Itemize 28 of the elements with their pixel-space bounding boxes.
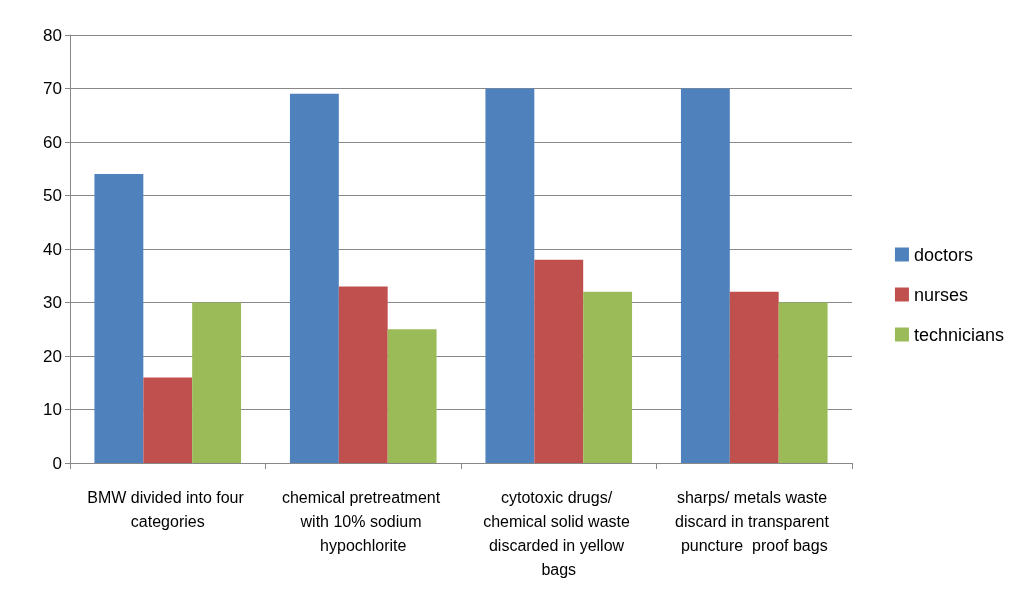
legend-label: technicians bbox=[913, 324, 1005, 345]
y-tick-label: 30 bbox=[43, 293, 62, 312]
bar bbox=[94, 174, 144, 463]
bar bbox=[680, 88, 730, 463]
y-tick-label: 80 bbox=[43, 25, 62, 45]
legend-label: doctors bbox=[913, 244, 973, 265]
y-tick-label: 40 bbox=[43, 239, 62, 259]
bar bbox=[143, 377, 193, 463]
y-tick-label: 60 bbox=[43, 132, 62, 152]
y-tick-label: 70 bbox=[43, 79, 62, 98]
x-tick-label: chemical pretreatment with 10% sodium hypochlorite bbox=[281, 488, 445, 554]
x-tick-label: BMW divided into four categories bbox=[87, 488, 249, 530]
x-tick-label: sharps/ metals waste discard in transparent puncture proof bags bbox=[675, 488, 834, 554]
y-tick-label: 20 bbox=[43, 346, 62, 366]
legend-label: nurses bbox=[913, 284, 968, 305]
bar bbox=[778, 302, 828, 463]
bar bbox=[289, 93, 339, 463]
y-tick-label: 50 bbox=[43, 186, 62, 205]
y-tick-label: 0 bbox=[52, 453, 62, 473]
y-tick-label: 10 bbox=[43, 400, 62, 419]
bar bbox=[534, 259, 584, 463]
bar bbox=[338, 286, 388, 463]
bar bbox=[583, 291, 633, 463]
bar bbox=[387, 329, 437, 463]
bar bbox=[729, 291, 779, 463]
bar bbox=[192, 302, 242, 463]
bar bbox=[485, 88, 535, 463]
x-tick-label: cytotoxic drugs/ chemical solid waste discarded in yellow bags bbox=[483, 488, 635, 578]
